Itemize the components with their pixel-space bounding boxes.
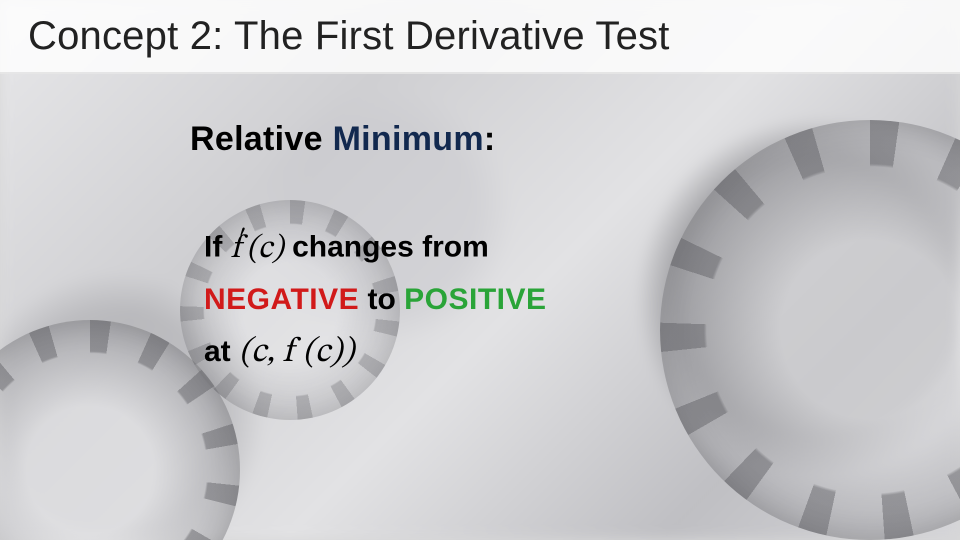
heading: Relative Minimum: [190, 120, 840, 159]
fprime-expression: f′(c) [231, 233, 284, 265]
slide-content: Relative Minimum: If f′(c) changes from … [190, 120, 840, 381]
negative-word: NEGATIVE [204, 283, 359, 316]
title-bar: Concept 2: The First Derivative Test [0, 0, 960, 74]
body-line-1: If f′(c) changes from [204, 219, 840, 275]
body-text: If f′(c) changes from NEGATIVE to POSITI… [204, 219, 840, 381]
changes-from: changes from [292, 231, 489, 264]
at-word: at [204, 335, 231, 368]
heading-suffix: : [484, 120, 496, 158]
positive-word: POSITIVE [404, 283, 546, 316]
body-line-3: at (c, f (c)) [204, 325, 840, 381]
body-line-2: NEGATIVE to POSITIVE [204, 275, 840, 325]
to-word: to [367, 283, 395, 316]
if-word: If [204, 231, 222, 264]
slide-title: Concept 2: The First Derivative Test [28, 14, 670, 59]
point-expression: (c, f (c)) [239, 336, 354, 370]
heading-prefix: Relative [190, 120, 323, 158]
heading-keyword: Minimum [333, 120, 484, 158]
